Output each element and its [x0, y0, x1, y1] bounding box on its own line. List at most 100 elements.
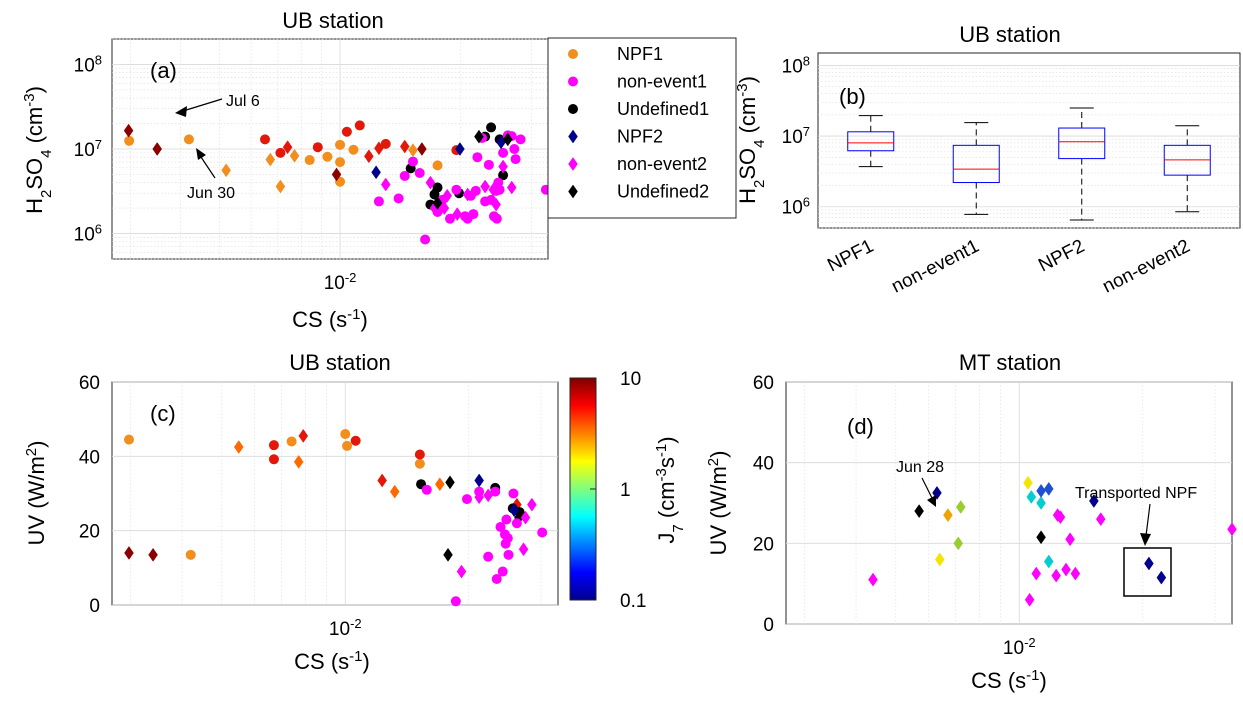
panel-a-point: [494, 184, 505, 195]
panel-c-point: [508, 488, 519, 499]
panel-c-point: [445, 475, 455, 490]
panel-a-point: [414, 168, 425, 179]
panel-c-ytick: 40: [79, 447, 100, 468]
panel-d-annotation-transported: Transported NPF: [1075, 485, 1197, 502]
panel-c-point: [461, 494, 472, 505]
panel-c-point: [377, 473, 387, 488]
panel-b-xtick: NPF2: [1035, 236, 1088, 277]
panel-d-point: [1036, 530, 1046, 545]
panel-a-point: [289, 148, 300, 163]
panel-a-arrows: [175, 98, 223, 179]
panel-a-point: [468, 209, 479, 220]
panel-c-point: [527, 497, 537, 512]
panel-b: UB station 106 107 108 NPF1 non-event1 NPF2 n…: [734, 22, 1241, 298]
panel-a-point: [371, 165, 381, 180]
panel-b-ytick: 106: [782, 194, 810, 219]
panel-c-point: [490, 486, 501, 497]
panel-c-point: [450, 596, 461, 607]
panel-c-xlabel: CS (s-1): [294, 648, 370, 675]
legend-marker: [568, 129, 578, 144]
panel-d-point: [1043, 481, 1054, 496]
panel-a-ylabel: H2SO4 (cm-3): [21, 86, 55, 214]
panel-d-point: [1024, 592, 1035, 607]
legend-marker: [568, 76, 578, 87]
panel-a-point: [260, 134, 271, 145]
panel-a-annotation-jun30: Jun 30: [187, 185, 235, 202]
panel-c-point: [520, 510, 531, 525]
panel-b-xtick: NPF1: [824, 236, 877, 277]
panel-a-point: [312, 142, 323, 153]
panel-c-ytick: 60: [79, 373, 100, 394]
panel-c-point: [414, 458, 425, 469]
panel-a-point: [474, 129, 484, 144]
panel-d-point: [1144, 556, 1154, 571]
panel-a-point: [432, 160, 443, 171]
panel-c-point: [509, 503, 519, 518]
colorbar-tick-label: 10: [620, 369, 641, 390]
colorbar-tick-label: 1: [620, 480, 631, 501]
legend-label: NPF1: [617, 44, 663, 64]
panel-d-highlight-box: [1123, 547, 1172, 597]
panel-d-point: [1036, 496, 1046, 510]
panel-c-point: [483, 551, 494, 562]
panel-a-point: [472, 152, 483, 163]
panel-a-point: [282, 140, 293, 155]
panel-a-point: [183, 134, 194, 145]
panel-d-arrows: [921, 477, 1151, 546]
panel-c-point: [340, 429, 351, 440]
panel-a-point: [407, 156, 418, 167]
panel-d-xtick: 10-2: [1003, 635, 1036, 660]
colorbar-tick-label: 0.1: [620, 591, 646, 612]
panel-d-point: [1043, 554, 1054, 569]
panel-a-point: [380, 138, 391, 149]
panel-a-point: [491, 197, 501, 212]
panel-d-ytick: 60: [753, 373, 774, 394]
panel-a-point: [124, 135, 135, 146]
legend-marker: [568, 104, 578, 114]
panel-a-ytick: 108: [74, 52, 102, 77]
panel-b-ylabel: H2SO4 (cm-3): [734, 76, 768, 204]
panel-d-point: [1023, 475, 1033, 490]
panel-d-point: [1227, 522, 1237, 537]
panel-c-point: [435, 477, 445, 492]
panel-d-title: MT station: [959, 350, 1061, 375]
panel-d-point: [955, 500, 966, 514]
panel-a-point: [498, 147, 509, 158]
panel-c-point: [537, 527, 548, 538]
panel-a-point: [335, 157, 346, 168]
legend-label: non-event2: [617, 154, 707, 174]
panel-c-label: (c): [150, 401, 176, 426]
box-iqr: [847, 131, 895, 152]
panel-d-label: (d): [847, 414, 874, 439]
panel-c-point: [483, 488, 493, 503]
panel-a-point: [341, 126, 352, 137]
panel-a-point: [506, 180, 517, 195]
panel-b-xtick: non-event2: [1099, 236, 1193, 298]
panel-c-ytick: 20: [79, 522, 100, 543]
panel-a-point: [373, 196, 384, 207]
panel-a-point: [510, 154, 521, 165]
panel-a-point: [509, 144, 520, 154]
panel-d-point: [1061, 562, 1071, 577]
panel-a-ytick: 107: [74, 137, 102, 162]
panel-d-xlabel: CS (s-1): [971, 667, 1047, 694]
panel-a-point: [380, 177, 391, 192]
legend-marker: [568, 49, 578, 59]
panel-b-xtick: non-event1: [888, 236, 982, 298]
panel-a-point: [354, 120, 365, 131]
panel-b-label: (b): [839, 84, 866, 109]
legend-label: non-event1: [617, 72, 707, 92]
panel-a-point: [470, 185, 481, 196]
panel-c-point: [350, 435, 361, 446]
panel-d-point: [1156, 570, 1167, 585]
panel-d-ytick: 20: [753, 534, 774, 555]
panel-a: UB station 10-2 106 107 108 (a) Jul 6 Jun 3…: [21, 8, 551, 332]
colorbar-label: J7 (cm-3s-1): [653, 436, 687, 543]
panel-a-point: [322, 151, 333, 162]
panel-d-annotation-jun28: Jun 28: [896, 459, 944, 476]
panel-c-ylabel: UV (W/m2): [23, 441, 50, 546]
panel-c-point: [474, 490, 484, 505]
panel-a-point: [399, 170, 410, 181]
panel-c-point: [443, 547, 453, 562]
